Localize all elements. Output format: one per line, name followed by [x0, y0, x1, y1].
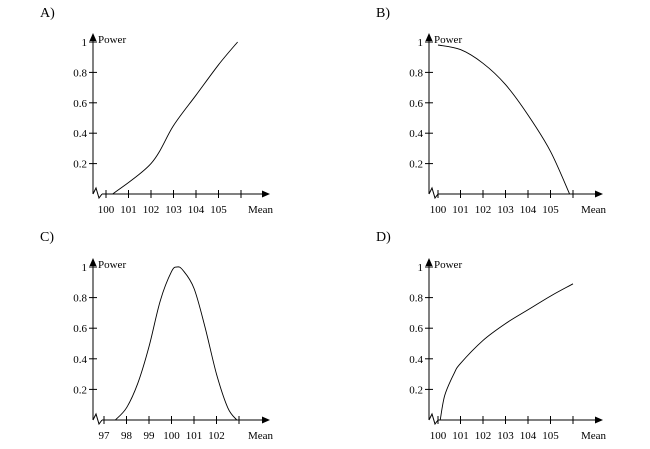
- x-tick-label: 98: [121, 430, 133, 442]
- x-tick-label: 102: [475, 204, 492, 216]
- y-tick-label: 0.4: [409, 354, 423, 366]
- x-tick-label: 102: [208, 430, 225, 442]
- y-tick-label: 1: [82, 37, 88, 49]
- panel-label: B): [376, 6, 390, 21]
- chart-panel-3: C) 0.2 0.4 0.6 0.8 1 97 98 99 100 101 102 Power Mean: [40, 230, 274, 442]
- x-tick-label: 100: [98, 204, 115, 216]
- panel-label: D): [376, 230, 391, 245]
- x-tick-label: 101: [452, 204, 469, 216]
- x-tick-label: 102: [475, 430, 492, 442]
- y-axis-title: Power: [98, 259, 126, 271]
- y-tick-label: 0.4: [73, 128, 87, 140]
- y-axis-arrow: [89, 33, 97, 41]
- y-tick-label: 1: [82, 262, 88, 274]
- x-tick-label: 100: [163, 430, 180, 442]
- y-tick-label: 0.4: [73, 354, 87, 366]
- x-axis-title: Mean: [248, 430, 274, 442]
- y-tick-label: 0.6: [409, 98, 423, 110]
- x-tick-label: 101: [452, 430, 469, 442]
- x-tick-label: 104: [520, 430, 537, 442]
- x-tick-label: 103: [497, 204, 514, 216]
- power-curve: [112, 41, 238, 195]
- x-tick-label: 103: [497, 430, 514, 442]
- panel-label: A): [40, 6, 55, 21]
- x-axis-title: Mean: [581, 204, 607, 216]
- chart-panel-4: D) 0.2 0.4 0.6 0.8 1 100 101 102 103 104 105 Power Me…: [376, 230, 607, 442]
- y-tick-label: 0.2: [73, 384, 87, 396]
- y-tick-label: 0.8: [73, 293, 87, 305]
- x-tick-label: 99: [144, 430, 156, 442]
- x-tick-label: 101: [186, 430, 203, 442]
- x-axis-title: Mean: [581, 430, 607, 442]
- x-tick-label: 103: [165, 204, 182, 216]
- chart-panel-2: B) 0.2 0.4 0.6 0.8 1 100 101 102 103 104 105 Power Me…: [376, 6, 607, 216]
- y-axis-arrow: [89, 258, 97, 266]
- axis-break: [92, 412, 103, 426]
- x-tick-label: 100: [430, 430, 447, 442]
- y-tick-label: 0.6: [409, 323, 423, 335]
- power-curve: [114, 266, 238, 421]
- x-tick-label: 104: [188, 204, 205, 216]
- x-axis-arrow: [595, 416, 603, 424]
- x-tick-label: 104: [520, 204, 537, 216]
- x-tick-label: 105: [542, 204, 559, 216]
- x-tick-label: 105: [210, 204, 227, 216]
- x-axis-arrow: [595, 190, 603, 198]
- x-tick-label: 100: [430, 204, 447, 216]
- x-tick-label: 97: [99, 430, 111, 442]
- y-tick-label: 0.2: [409, 159, 423, 171]
- x-axis-arrow: [262, 190, 270, 198]
- y-tick-label: 0.6: [73, 323, 87, 335]
- y-tick-label: 0.8: [73, 67, 87, 79]
- x-axis-title: Mean: [248, 204, 274, 216]
- y-axis-arrow: [425, 33, 433, 41]
- power-curve: [439, 283, 574, 421]
- axis-break: [428, 186, 439, 200]
- y-tick-label: 0.2: [409, 384, 423, 396]
- x-axis-arrow: [262, 416, 270, 424]
- x-tick-label: 101: [120, 204, 137, 216]
- power-curve: [437, 44, 571, 195]
- chart-panel-1: A) 0.2 0.4 0.6 0.8 1 100 101 102 103 104 105 Power Me…: [40, 6, 274, 216]
- y-axis-title: Power: [434, 259, 462, 271]
- axis-break: [428, 412, 439, 426]
- y-tick-label: 0.8: [409, 293, 423, 305]
- axis-break: [92, 186, 103, 200]
- x-tick-label: 102: [143, 204, 160, 216]
- y-tick-label: 0.6: [73, 98, 87, 110]
- y-tick-label: 0.8: [409, 67, 423, 79]
- y-axis-title: Power: [98, 34, 126, 46]
- y-tick-label: 1: [418, 37, 424, 49]
- x-tick-label: 105: [542, 430, 559, 442]
- y-tick-label: 0.4: [409, 128, 423, 140]
- y-axis-title: Power: [434, 34, 462, 46]
- y-tick-label: 1: [418, 262, 424, 274]
- panel-label: C): [40, 230, 54, 245]
- y-tick-label: 0.2: [73, 159, 87, 171]
- y-axis-arrow: [425, 258, 433, 266]
